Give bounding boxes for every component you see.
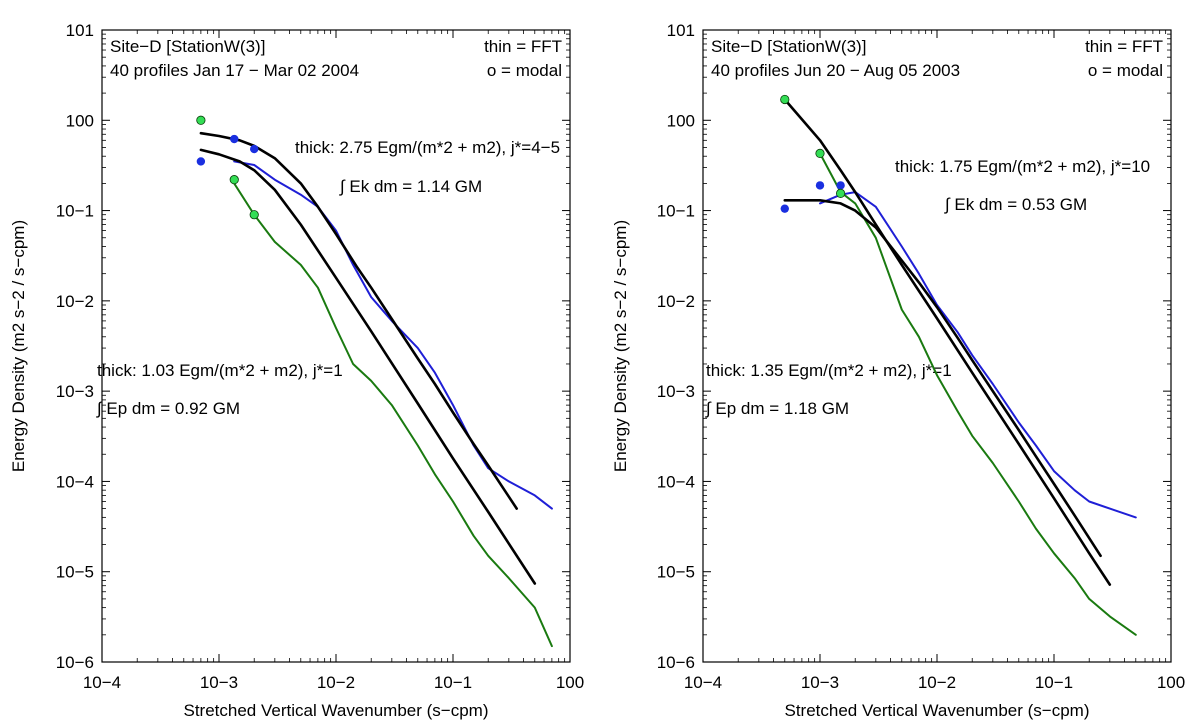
right-y-tick-label: 10−5 <box>657 563 695 582</box>
right-x-tick-label: 100 <box>1157 673 1185 692</box>
right-modal-kinetic-point <box>816 181 824 189</box>
right-title-line-2: 40 profiles Jun 20 − Aug 05 2003 <box>711 61 960 80</box>
left-modal-potential-point <box>230 175 238 183</box>
right-y-axis-label: Energy Density (m2 s−2 / s−cpm) <box>611 220 630 472</box>
left-legend-line-2: o = modal <box>487 61 562 80</box>
right-modal-potential-point <box>781 95 789 103</box>
right-modal-kinetic-point <box>836 181 844 189</box>
left-x-tick-label: 100 <box>556 673 584 692</box>
left-y-tick-label: 100 <box>66 111 94 130</box>
right-y-tick-label: 10−3 <box>657 382 695 401</box>
left-kinetic-model-annotation: thick: 2.75 Egm/(m*2 + m2), j*=4−5 <box>295 138 560 157</box>
left-potential-integral-annotation: ∫ Ep dm = 0.92 GM <box>96 399 240 418</box>
left-modal-potential-point <box>197 116 205 124</box>
left-modal-kinetic-point <box>197 157 205 165</box>
right-modal-potential-point <box>816 149 824 157</box>
left-y-tick-label: 10−5 <box>56 563 94 582</box>
right-kinetic-integral-annotation: ∫ Ek dm = 0.53 GM <box>944 195 1087 214</box>
left-y-axis-label: Energy Density (m2 s−2 / s−cpm) <box>9 220 28 472</box>
right-x-tick-label: 10−4 <box>684 673 722 692</box>
left-panel: Site−D [StationW(3)] 40 profiles Jan 17 … <box>56 21 584 692</box>
left-y-tick-label: 10−1 <box>56 202 94 221</box>
left-potential-model-annotation: thick: 1.03 Egm/(m*2 + m2), j*=1 <box>97 361 343 380</box>
left-y-tick-label: 10−3 <box>56 382 94 401</box>
left-modal-kinetic-point <box>250 145 258 153</box>
left-legend-line-1: thin = FFT <box>484 37 562 56</box>
left-x-tick-label: 10−3 <box>200 673 238 692</box>
right-plot-frame <box>703 30 1171 662</box>
right-x-tick-label: 10−3 <box>801 673 839 692</box>
left-x-tick-label: 10−2 <box>317 673 355 692</box>
left-title-line-2: 40 profiles Jan 17 − Mar 02 2004 <box>110 61 359 80</box>
left-y-tick-label: 10−6 <box>56 653 94 672</box>
right-y-tick-label: 100 <box>667 111 695 130</box>
right-potential-model-annotation: thick: 1.35 Egm/(m*2 + m2), j*=1 <box>706 361 952 380</box>
left-x-tick-label: 10−1 <box>434 673 472 692</box>
right-modal-kinetic-point <box>781 204 789 212</box>
right-y-tick-label: 101 <box>667 21 695 40</box>
left-y-tick-label: 10−2 <box>56 292 94 311</box>
right-x-tick-label: 10−2 <box>918 673 956 692</box>
right-panel: Site−D [StationW(3)] 40 profiles Jun 20 … <box>657 21 1185 692</box>
right-title-line-1: Site−D [StationW(3)] <box>711 37 866 56</box>
left-kinetic-integral-annotation: ∫ Ek dm = 1.14 GM <box>339 177 482 196</box>
right-kinetic-model-annotation: thick: 1.75 Egm/(m*2 + m2), j*=10 <box>895 157 1150 176</box>
right-x-tick-label: 10−1 <box>1035 673 1073 692</box>
right-legend-line-2: o = modal <box>1088 61 1163 80</box>
right-x-axis-label: Stretched Vertical Wavenumber (s−cpm) <box>784 701 1089 720</box>
right-legend-line-1: thin = FFT <box>1085 37 1163 56</box>
left-title-line-1: Site−D [StationW(3)] <box>110 37 265 56</box>
right-y-tick-label: 10−1 <box>657 202 695 221</box>
left-y-tick-label: 10−4 <box>56 472 94 491</box>
left-modal-potential-point <box>250 211 258 219</box>
right-y-tick-label: 10−4 <box>657 472 695 491</box>
left-x-tick-label: 10−4 <box>83 673 121 692</box>
left-modal-kinetic-point <box>230 135 238 143</box>
right-modal-potential-point <box>836 189 844 197</box>
right-potential-integral-annotation: ∫ Ep dm = 1.18 GM <box>705 399 849 418</box>
left-y-tick-label: 101 <box>66 21 94 40</box>
right-y-tick-label: 10−2 <box>657 292 695 311</box>
right-y-tick-label: 10−6 <box>657 653 695 672</box>
left-x-axis-label: Stretched Vertical Wavenumber (s−cpm) <box>183 701 488 720</box>
